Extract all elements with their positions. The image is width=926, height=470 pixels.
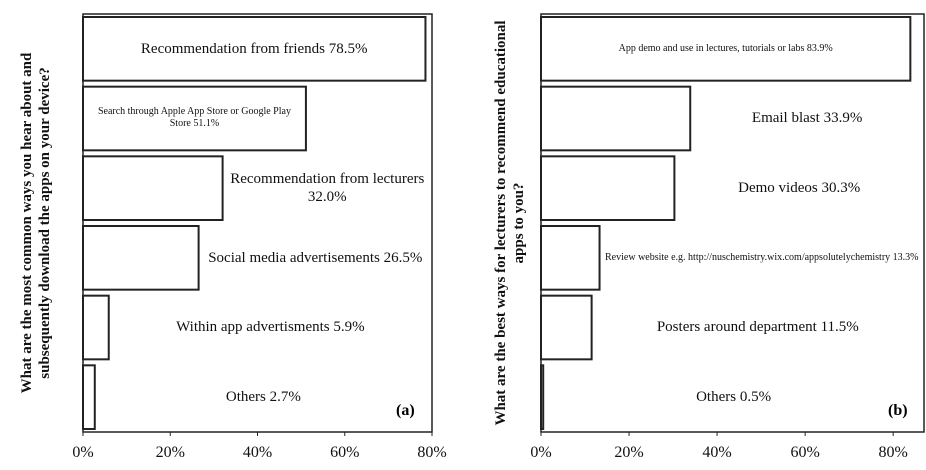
bar	[540, 294, 593, 361]
value-label: 5.9%	[333, 319, 365, 336]
category-label: Posters around department	[656, 319, 817, 336]
bar-label-text: Review website e.g. http://nuschemistry.…	[605, 252, 918, 264]
bar-label-text: App demo and use in lectures, tutorials …	[619, 43, 833, 55]
y-axis-label: What are the best ways for lecturers to …	[493, 20, 527, 426]
category-label: Recommendation from lecturers	[230, 171, 425, 188]
bar-label: Recommendation from friends 78.5%	[87, 14, 421, 84]
bar	[82, 155, 224, 221]
x-tick-label: 80%	[417, 444, 447, 461]
bar-label: App demo and use in lectures, tutorials …	[545, 14, 906, 84]
bar-label: Others 0.5%	[547, 362, 920, 432]
bar	[82, 85, 307, 152]
bar-label-text: Demo videos 30.3%	[738, 179, 860, 197]
panel-label: (a)	[396, 402, 415, 419]
value-label: 78.5%	[328, 40, 368, 57]
category-label: Demo videos	[738, 180, 818, 197]
category-label: Search through Apple App Store or Google…	[97, 106, 291, 130]
x-tick-label: 40%	[242, 444, 273, 461]
x-tick-label: 0%	[72, 444, 94, 461]
bar-label-text: Others 2.7%	[226, 388, 301, 406]
bar	[540, 364, 545, 431]
bar	[82, 294, 110, 361]
category-label: Others	[225, 389, 266, 406]
category-label: Recommendation from friends	[140, 40, 326, 57]
bar-label: Recommendation from lecturers 32.0%	[227, 153, 428, 223]
value-label: 11.5%	[820, 319, 859, 336]
bar-label: Email blast 33.9%	[694, 84, 920, 154]
bar	[540, 225, 601, 291]
x-tick-label: 0%	[530, 444, 552, 461]
bar-label: Review website e.g. http://nuschemistry.…	[604, 223, 920, 293]
value-label: 2.7%	[269, 389, 301, 406]
y-axis-label: What are the most common ways you hear a…	[19, 52, 53, 394]
bar-label-text: Within app advertisments 5.9%	[176, 318, 365, 336]
bar	[82, 225, 200, 291]
x-tick-label: 40%	[702, 444, 732, 461]
bar	[540, 155, 676, 221]
bar	[82, 16, 427, 82]
bar-label-text: Search through Apple App Store or Google…	[87, 106, 302, 130]
bar-label-text: Recommendation from lecturers 32.0%	[227, 170, 428, 206]
bar-label-text: Posters around department 11.5%	[657, 318, 859, 336]
value-label: 51.1%	[193, 118, 220, 130]
value-label: 83.9%	[806, 42, 833, 54]
category-label: Within app advertisments	[176, 319, 330, 336]
x-tick-label: 60%	[790, 444, 820, 461]
bar-label: Within app advertisments 5.9%	[113, 293, 428, 363]
bar-label-text: Email blast 33.9%	[752, 109, 862, 127]
bar	[82, 364, 96, 431]
bar-label: Search through Apple App Store or Google…	[87, 84, 302, 154]
bar-label: Posters around department 11.5%	[596, 293, 920, 363]
category-label: Others	[696, 389, 737, 406]
x-tick-label: 20%	[614, 444, 644, 461]
value-label: 13.3%	[892, 251, 919, 263]
x-tick-label: 20%	[155, 444, 185, 461]
value-label: 32.0%	[307, 189, 347, 206]
category-label: App demo and use in lectures, tutorials …	[618, 42, 805, 54]
value-label: 33.9%	[823, 110, 863, 127]
bar-label: Others 2.7%	[99, 362, 428, 432]
category-label: Email blast	[751, 110, 820, 127]
bar-label: Social media advertisements 26.5%	[203, 223, 428, 293]
x-tick-label: 60%	[330, 444, 360, 461]
bar	[540, 85, 692, 152]
bar-label: Demo videos 30.3%	[678, 153, 920, 223]
bar-label-text: Recommendation from friends 78.5%	[141, 40, 368, 58]
value-label: 26.5%	[383, 249, 423, 266]
value-label: 0.5%	[739, 389, 772, 406]
category-label: Review website e.g. http://nuschemistry.…	[605, 251, 891, 263]
bar	[540, 16, 912, 82]
panel-label: (b)	[888, 402, 908, 419]
category-label: Social media advertisements	[208, 249, 380, 266]
x-tick-label: 80%	[878, 444, 908, 461]
value-label: 30.3%	[821, 180, 861, 197]
plot-frame	[540, 13, 925, 433]
bar-label-text: Others 0.5%	[696, 388, 771, 406]
bar-label-text: Social media advertisements 26.5%	[208, 249, 422, 267]
